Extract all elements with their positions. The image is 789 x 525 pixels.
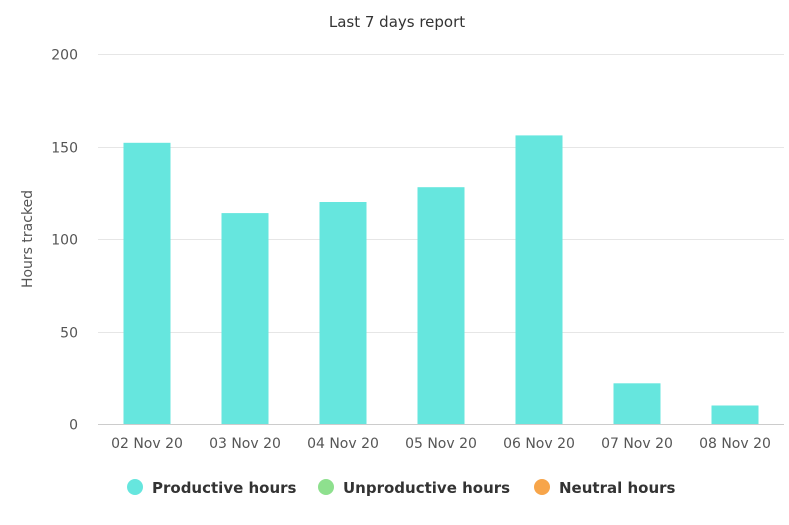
legend-item[interactable]: Unproductive hours <box>318 479 510 497</box>
x-axis-ticks: 02 Nov 20 03 Nov 20 04 Nov 20 05 Nov 20 06 N… <box>111 436 771 452</box>
x-tick-label: 05 Nov 20 <box>405 436 477 452</box>
y-axis-ticks: 0 50 100 150 200 <box>51 48 78 434</box>
y-tick-label: 200 <box>51 48 78 64</box>
y-tick-label: 150 <box>51 141 78 157</box>
y-tick-label: 100 <box>51 233 78 249</box>
legend-marker <box>534 479 550 495</box>
bar[interactable] <box>613 383 661 424</box>
legend-label: Neutral hours <box>559 479 676 497</box>
y-tick-label: 0 <box>69 418 78 434</box>
x-tick-label: 02 Nov 20 <box>111 436 183 452</box>
x-tick-label: 04 Nov 20 <box>307 436 379 452</box>
x-tick-label: 07 Nov 20 <box>601 436 673 452</box>
chart-title: Last 7 days report <box>329 13 465 31</box>
bar[interactable] <box>221 213 269 424</box>
bar[interactable] <box>417 187 465 424</box>
legend-marker <box>318 479 334 495</box>
x-tick-label: 06 Nov 20 <box>503 436 575 452</box>
bar[interactable] <box>515 135 563 424</box>
x-tick-label: 03 Nov 20 <box>209 436 281 452</box>
legend-item[interactable]: Productive hours <box>127 479 297 497</box>
x-tick-label: 08 Nov 20 <box>699 436 771 452</box>
legend-item[interactable]: Neutral hours <box>534 479 676 497</box>
bars <box>123 135 759 425</box>
bar[interactable] <box>319 202 367 424</box>
bar[interactable] <box>123 142 171 425</box>
y-tick-label: 50 <box>60 326 78 342</box>
legend[interactable]: Productive hours Unproductive hours Neutra… <box>127 479 676 497</box>
bar[interactable] <box>711 405 759 425</box>
y-axis-label: Hours tracked <box>20 190 36 288</box>
legend-marker <box>127 479 143 495</box>
legend-label: Productive hours <box>152 479 297 497</box>
legend-label: Unproductive hours <box>343 479 510 497</box>
